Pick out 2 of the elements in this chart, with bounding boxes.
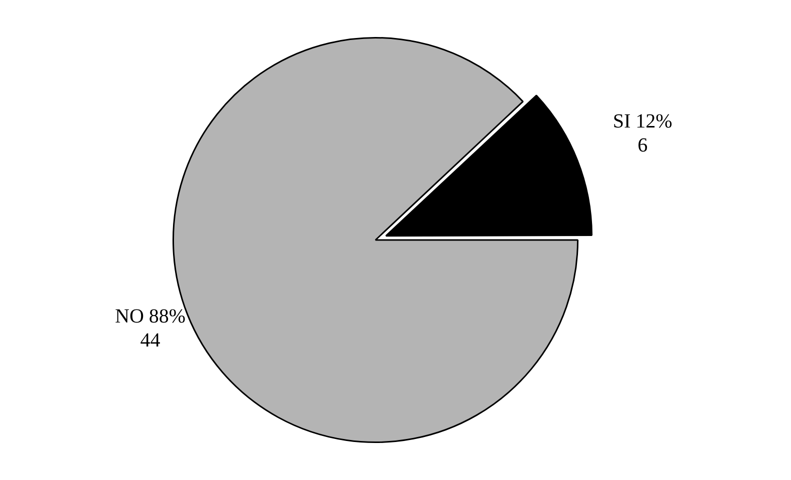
slice-label: NO 88% 44 bbox=[114, 305, 186, 352]
slice-label: SI 12% 6 bbox=[612, 110, 672, 157]
